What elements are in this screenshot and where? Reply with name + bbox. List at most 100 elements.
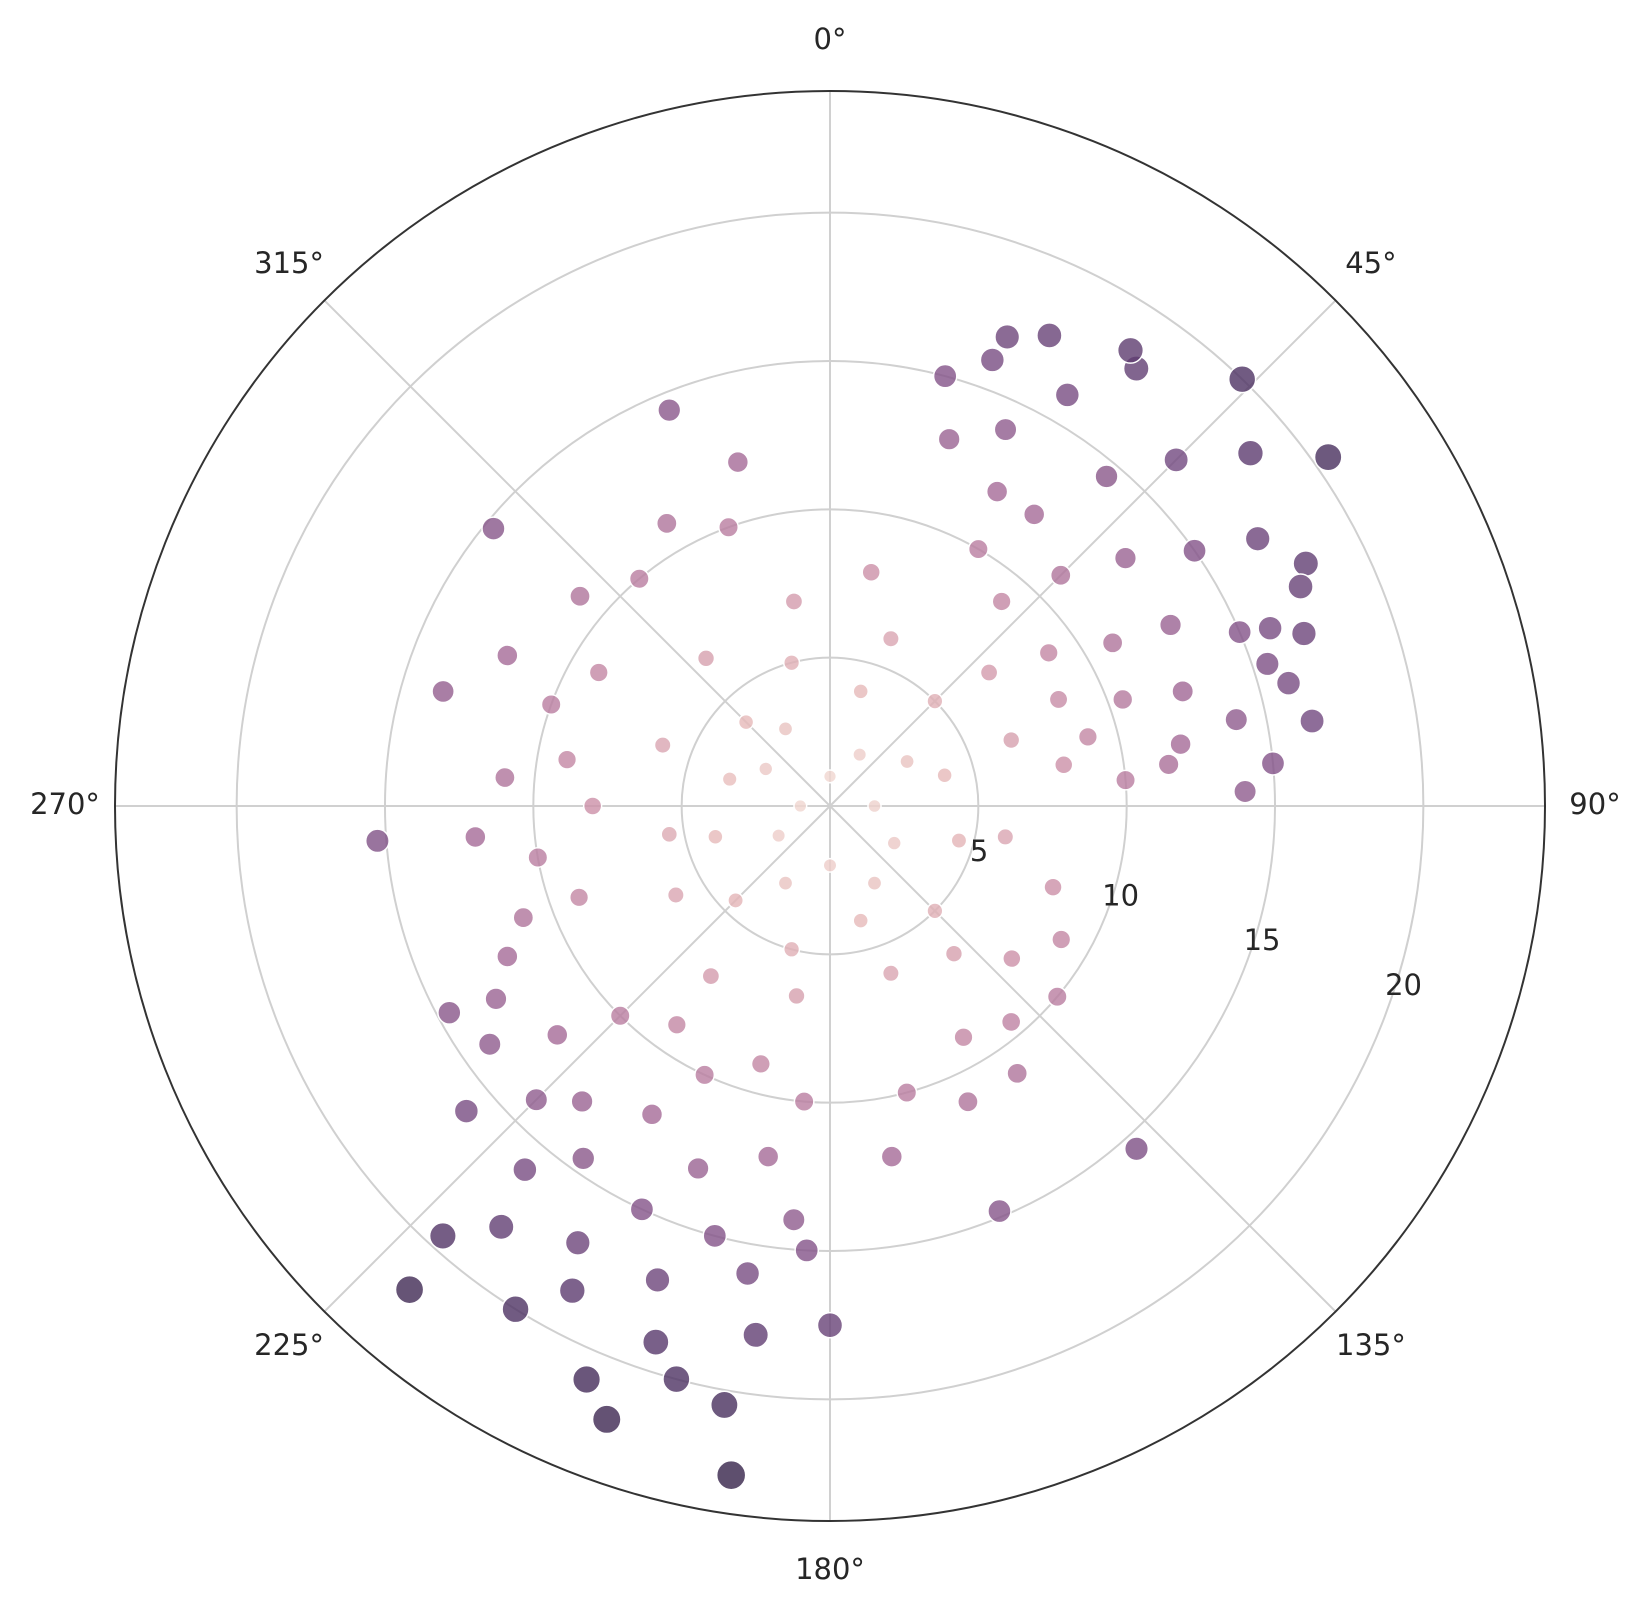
scatter-point [453,1098,480,1124]
scatter-point [394,1274,425,1305]
scatter-point [641,1328,670,1356]
scatter-point [1048,689,1069,710]
scatter-point [793,798,808,814]
scatter-point [1054,755,1074,775]
scatter-point [437,1000,462,1025]
scatter-point [662,1364,691,1394]
theta-tick-label: 315° [254,246,324,280]
scatter-point [1224,707,1249,732]
scatter-point [1292,550,1320,578]
theta-tick-label: 45° [1345,246,1396,280]
scatter-point [1000,1011,1022,1033]
scatter-point [1163,446,1190,473]
scatter-point [696,649,716,668]
scatter-point [1006,1062,1029,1085]
scatter-point [1254,651,1280,677]
scatter-point [1002,730,1021,750]
scatter-point [861,562,881,582]
scatter-point [524,1087,549,1112]
scatter-point [1313,442,1343,472]
scatter-point [881,629,900,648]
scatter-point [1244,525,1271,552]
scatter-point [1299,708,1325,734]
scatter-point [666,886,685,904]
scatter-point [657,398,682,423]
scatter-point [644,1266,671,1294]
scatter-point [880,1145,904,1168]
scatter-point [484,987,508,1011]
scatter-point [660,825,679,844]
scatter-point [979,663,999,682]
scatter-point [953,1027,974,1048]
r-tick-label: 20 [1385,968,1422,1002]
scatter-point [852,747,868,763]
scatter-point [653,736,672,755]
scatter-point [546,1023,569,1047]
scatter-point [822,769,838,784]
theta-tick-label: 0° [814,22,847,56]
scatter-point [777,875,794,891]
scatter-point [496,644,519,667]
scatter-point [750,1053,772,1075]
scatter-point [721,771,738,788]
scatter-point [694,1064,716,1086]
scatter-point [816,1311,844,1339]
theta-grid-line [323,805,831,1313]
scatter-point [756,1145,780,1168]
scatter-point [494,766,516,789]
scatter-point [1051,929,1072,950]
scatter-point [496,945,519,968]
scatter-point [1112,688,1134,711]
scatter-point [881,964,900,983]
scatter-point [727,891,745,909]
scatter-point [609,1005,631,1027]
scatter-point [564,1229,591,1256]
scatter-point [558,1276,586,1305]
scatter-point [734,1260,761,1287]
scatter-point [1227,619,1252,645]
scatter-point [556,749,578,770]
scatter-point [1157,753,1180,776]
scatter-point [1171,679,1195,703]
polar-spine [114,90,1546,1522]
scatter-point [867,798,882,814]
scatter-point [1101,631,1124,654]
scatter-point [686,1156,710,1181]
r-tick-label: 5 [970,834,988,868]
scatter-point [926,692,944,710]
scatter-point [709,1390,739,1420]
scatter-point [987,1198,1012,1224]
scatter-point [993,417,1018,442]
scatter-point [944,944,964,963]
scatter-point [1257,615,1283,641]
scatter-point [937,427,961,451]
scatter-point [822,857,838,873]
scatter-point [994,323,1021,351]
scatter-point [866,875,883,891]
scatter-point [957,1090,979,1113]
scatter-point [1077,726,1099,748]
r-tick-label: 10 [1102,879,1139,913]
scatter-point [781,1207,806,1232]
scatter-point [1158,613,1183,637]
scatter-point [1022,503,1046,526]
scatter-point [852,912,869,929]
scatter-point [1094,464,1119,489]
theta-tick-label: 225° [254,1328,324,1362]
scatter-point [571,1146,596,1171]
scatter-point [1113,546,1138,570]
scatter-point [926,902,944,920]
scatter-point [852,683,869,700]
scatter-point [702,1223,728,1249]
scatter-point [568,887,590,908]
scatter-point [1116,336,1145,364]
scatter-point [540,694,562,716]
theta-tick-label: 180° [795,1552,865,1586]
scatter-point [787,986,806,1006]
scatter-point [569,585,591,608]
scatter-point [896,1082,918,1104]
scatter-point [1287,573,1314,600]
scatter-point [1275,670,1302,696]
scatter-point [715,1459,747,1491]
scatter-point [967,538,989,560]
